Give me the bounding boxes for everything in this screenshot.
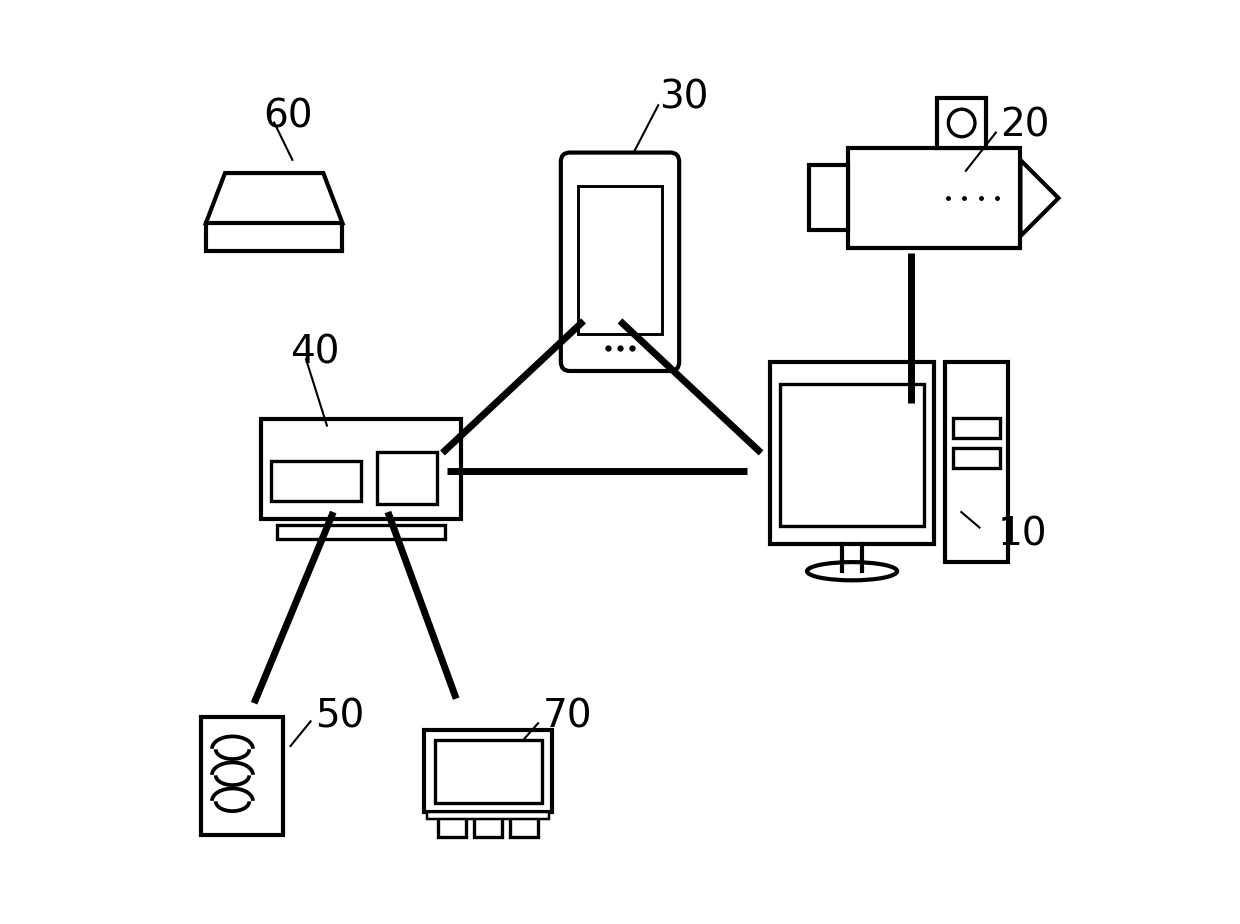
Text: 70: 70	[543, 698, 593, 736]
Bar	[510, 812, 538, 837]
Bar	[780, 383, 924, 526]
Bar	[434, 740, 542, 803]
Bar	[260, 419, 461, 519]
Text: 50: 50	[315, 698, 365, 736]
Bar	[770, 362, 934, 544]
Text: 20: 20	[1001, 106, 1050, 144]
Text: 60: 60	[263, 97, 312, 135]
Bar	[201, 717, 283, 835]
Bar	[810, 165, 847, 230]
Bar	[945, 362, 1008, 562]
Polygon shape	[206, 173, 342, 223]
Text: 10: 10	[998, 516, 1048, 553]
Bar	[847, 148, 1021, 249]
Ellipse shape	[949, 109, 975, 137]
Bar	[439, 812, 466, 837]
Bar	[952, 418, 1001, 438]
Bar	[427, 812, 549, 819]
Bar	[937, 98, 986, 148]
Polygon shape	[1021, 160, 1059, 237]
Text: 30: 30	[660, 79, 708, 117]
Bar	[578, 186, 662, 334]
FancyBboxPatch shape	[560, 152, 680, 371]
Bar	[952, 448, 1001, 468]
Bar	[474, 812, 502, 837]
Bar	[270, 461, 361, 502]
Ellipse shape	[807, 562, 897, 580]
Bar	[377, 452, 436, 505]
Bar	[424, 731, 552, 812]
Bar	[206, 223, 342, 250]
Bar	[277, 526, 445, 540]
Text: 40: 40	[290, 334, 340, 371]
